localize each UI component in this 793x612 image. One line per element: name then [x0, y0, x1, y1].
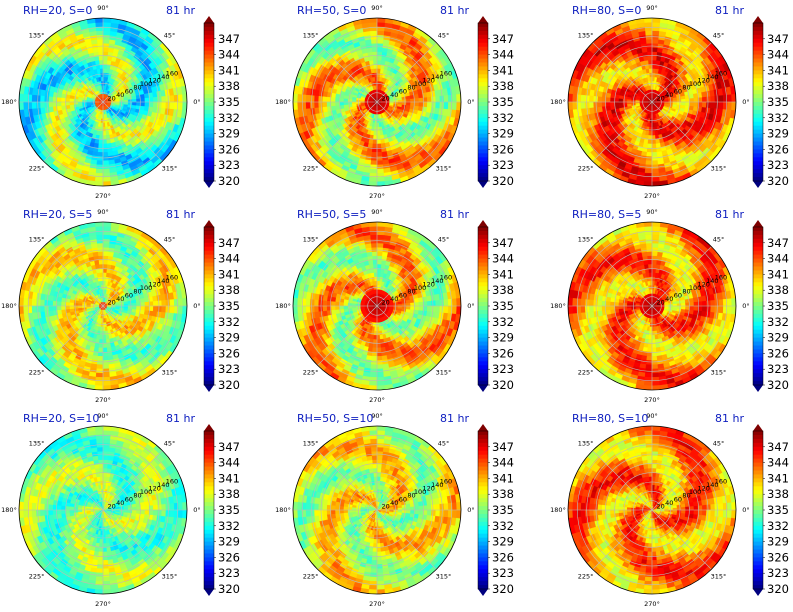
polar-panel-1: 0°45°90°135°180°225°270°315°20 40 60 801001…	[1, 4, 240, 200]
figure-grid: 0° 45° 90° 135° 180° 225° 270° 315° 20 40 60 80 100 1…	[1, 4, 789, 608]
